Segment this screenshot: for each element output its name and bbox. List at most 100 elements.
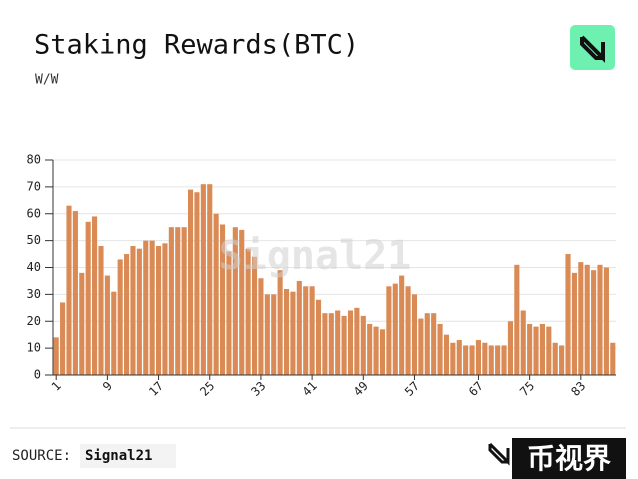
bar [475, 340, 482, 375]
brand-box [512, 438, 626, 479]
bar [322, 313, 328, 375]
y-tick-label: 70 [27, 179, 41, 193]
bar [456, 340, 462, 375]
y-tick-label: 10 [27, 341, 41, 355]
bar [482, 342, 488, 375]
bar [251, 256, 258, 375]
y-tick-label: 50 [27, 233, 41, 247]
bar [232, 227, 238, 375]
bar [296, 280, 302, 375]
bar [72, 211, 78, 375]
bar [469, 345, 475, 375]
bar [168, 227, 174, 375]
y-tick-label: 30 [27, 287, 41, 301]
bar [501, 345, 507, 375]
source-box [80, 444, 176, 468]
bar [520, 310, 526, 375]
logo-icon [580, 35, 605, 63]
bar [245, 248, 251, 375]
bar [386, 286, 392, 375]
bar [450, 342, 456, 375]
bar [258, 278, 264, 375]
bar [539, 323, 545, 375]
bar [399, 275, 405, 375]
bar [303, 286, 309, 375]
bar [175, 227, 181, 375]
bar [437, 323, 443, 375]
bar [443, 334, 450, 375]
bar [226, 251, 232, 375]
bar [335, 310, 341, 375]
bar [200, 184, 206, 375]
bar [85, 221, 91, 375]
y-tick-label: 60 [27, 206, 41, 220]
bar [79, 272, 85, 375]
bar [66, 205, 72, 375]
bar [187, 189, 194, 375]
bar [354, 307, 360, 375]
chart-subtitle: W/W [35, 73, 59, 88]
bar [552, 342, 558, 375]
bar [360, 315, 366, 375]
bar [373, 326, 379, 375]
bar [162, 243, 168, 375]
bar [546, 326, 552, 375]
bar [610, 342, 616, 375]
bar [591, 270, 597, 375]
bar [367, 323, 373, 375]
bar [405, 286, 411, 375]
bar [60, 302, 66, 375]
bar [213, 213, 219, 375]
watermark: Signal21 [219, 233, 412, 279]
bar [239, 229, 245, 375]
y-tick-label: 40 [27, 260, 41, 274]
bar [559, 345, 565, 375]
bar [98, 246, 104, 375]
bar [597, 264, 603, 375]
bar [143, 240, 149, 375]
bar [578, 262, 584, 375]
bar [507, 321, 513, 375]
bar [347, 310, 354, 375]
bar [283, 289, 290, 375]
y-tick-label: 0 [34, 368, 41, 382]
bar [117, 259, 123, 375]
y-tick-label: 20 [27, 314, 41, 328]
bar [277, 270, 283, 375]
bar [527, 323, 533, 375]
bar [328, 313, 334, 375]
bar [463, 345, 469, 375]
bar [584, 264, 590, 375]
bar [495, 345, 501, 375]
bar [315, 299, 322, 375]
bar [411, 294, 418, 375]
bar [271, 294, 277, 375]
bar [379, 329, 386, 375]
bar [309, 286, 315, 375]
bar [124, 254, 130, 375]
y-tick-label: 80 [27, 153, 41, 167]
bar [488, 345, 494, 375]
bar [264, 294, 270, 375]
bar [418, 318, 424, 375]
bar [431, 313, 437, 375]
bar [156, 246, 162, 375]
bar [130, 246, 136, 375]
brand: 币视界 [527, 442, 611, 475]
bar [149, 240, 155, 375]
bar [514, 264, 520, 375]
bar [53, 337, 59, 375]
bar [424, 313, 430, 375]
bar [392, 283, 398, 375]
bar [341, 315, 347, 375]
bar [533, 326, 539, 375]
chart-title: Staking Rewards(BTC) [34, 30, 359, 61]
bar [181, 227, 187, 375]
bar [104, 275, 110, 375]
bar [565, 254, 571, 375]
bar [603, 267, 609, 375]
bar [92, 216, 98, 375]
